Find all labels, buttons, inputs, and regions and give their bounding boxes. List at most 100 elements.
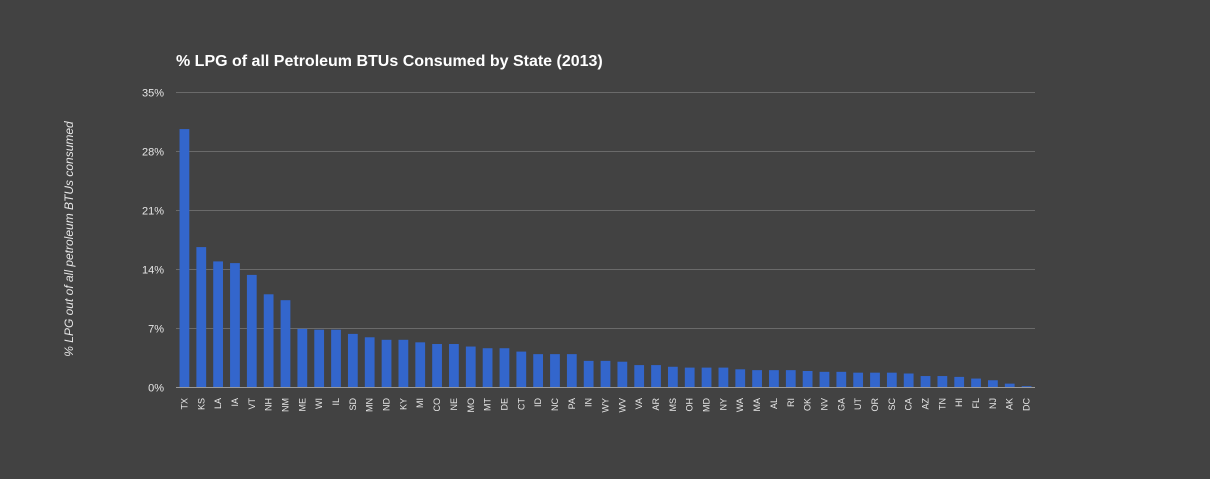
x-tick-label: DE [499, 398, 509, 411]
y-tick-label: 14% [142, 265, 164, 277]
bar-va [634, 365, 645, 387]
x-tick-label: AR [651, 398, 661, 411]
y-tick-label: 7% [148, 324, 164, 336]
x-tick-label: WV [617, 398, 627, 413]
x-tick-label: TN [937, 398, 947, 410]
x-tick-label: DC [1022, 398, 1032, 411]
y-tick-label: 0% [148, 383, 164, 395]
bar-al [769, 370, 779, 387]
y-axis-ticks: 0% 7% 14% 21% 28% 35% [142, 88, 164, 395]
x-tick-label: AL [769, 398, 779, 409]
x-tick-label: SC [887, 398, 897, 411]
bar-ri [785, 370, 796, 387]
bar-sd [347, 333, 358, 387]
bar-in [583, 360, 594, 387]
bar-ks [196, 247, 207, 387]
x-tick-label: SD [348, 398, 358, 411]
bar-nv [819, 371, 830, 387]
bar-de [499, 348, 510, 387]
bar-ne [449, 344, 459, 387]
x-tick-label: CA [904, 398, 914, 411]
x-tick-label: RI [786, 398, 796, 407]
bar-sc [886, 372, 897, 387]
bar-ga [836, 371, 847, 387]
bar-mi [415, 342, 426, 387]
bar-nc [550, 354, 560, 387]
x-tick-label: NH [264, 398, 274, 411]
bar-id [533, 354, 544, 387]
bar-nh [263, 294, 274, 387]
x-tick-label: NC [550, 398, 560, 411]
bar-ia [230, 263, 240, 387]
x-tick-label: TX [179, 398, 189, 410]
x-tick-label: NV [820, 398, 830, 411]
x-tick-label: MN [365, 398, 375, 412]
bar-mo [465, 346, 476, 387]
x-tick-label: WY [601, 398, 611, 413]
bar-fl [971, 378, 981, 387]
bar-wv [617, 361, 628, 387]
x-tick-label: MS [668, 398, 678, 412]
x-tick-label: NE [449, 398, 459, 411]
x-tick-label: PA [567, 398, 577, 409]
x-tick-label: MD [702, 398, 712, 412]
x-tick-label: NJ [988, 398, 998, 409]
bar-tx [179, 129, 190, 387]
x-tick-label: GA [836, 398, 846, 411]
bar-wi [314, 329, 325, 387]
x-tick-label: MA [752, 398, 762, 412]
bar-pa [566, 354, 577, 387]
bar-az [920, 376, 931, 387]
bar-wa [735, 369, 746, 387]
bar-mt [482, 348, 493, 387]
x-tick-label: MO [466, 398, 476, 413]
x-tick-label: IA [230, 398, 240, 407]
bar-ny [718, 367, 729, 387]
bar-co [432, 344, 442, 387]
bar-me [297, 328, 308, 387]
x-tick-label: IL [331, 398, 341, 406]
x-tick-label: AZ [921, 398, 931, 410]
x-tick-label: LA [213, 398, 223, 409]
bar-hi [954, 376, 965, 387]
bar-la [213, 261, 223, 387]
bar-wy [600, 360, 611, 387]
bar-ok [802, 370, 813, 387]
x-tick-label: FL [971, 398, 981, 409]
x-tick-label: MI [415, 398, 425, 408]
x-tick-label: VT [247, 398, 257, 410]
x-tick-label: ME [297, 398, 307, 412]
x-tick-label: OH [685, 398, 695, 412]
y-tick-label: 28% [142, 147, 164, 159]
x-tick-label: CO [432, 398, 442, 412]
bar-mn [364, 337, 375, 387]
x-tick-label: ND [382, 398, 392, 411]
bar-ms [667, 366, 678, 387]
bar-or [870, 372, 880, 387]
y-tick-label: 35% [142, 88, 164, 100]
y-axis-label: % LPG out of all petroleum BTUs consumed [62, 121, 76, 357]
bar-ut [853, 372, 864, 387]
bar-oh [684, 367, 695, 387]
x-tick-label: IN [584, 398, 594, 407]
x-tick-label: VA [634, 398, 644, 409]
bar-tn [937, 376, 948, 387]
x-tick-label: WA [735, 398, 745, 412]
x-tick-label: CT [516, 398, 526, 410]
bar-nj [988, 380, 998, 387]
x-tick-label: MT [483, 398, 493, 411]
bar-ca [903, 373, 914, 387]
bar-vt [246, 274, 257, 387]
bar-ak [1004, 383, 1015, 387]
bar-md [701, 367, 712, 387]
bar-il [331, 329, 341, 387]
x-tick-label: NY [718, 398, 728, 411]
bar-nm [280, 300, 291, 387]
x-tick-label: NM [281, 398, 291, 412]
x-axis-ticks: TX KS LA IA VT NH NM ME WI IL SD MN ND KY MI CO NE MO MT DE… [179, 397, 1031, 412]
bar-ct [516, 351, 527, 387]
bar-dc [1021, 386, 1032, 387]
x-tick-label: UT [853, 398, 863, 410]
bar-ma [752, 370, 762, 387]
